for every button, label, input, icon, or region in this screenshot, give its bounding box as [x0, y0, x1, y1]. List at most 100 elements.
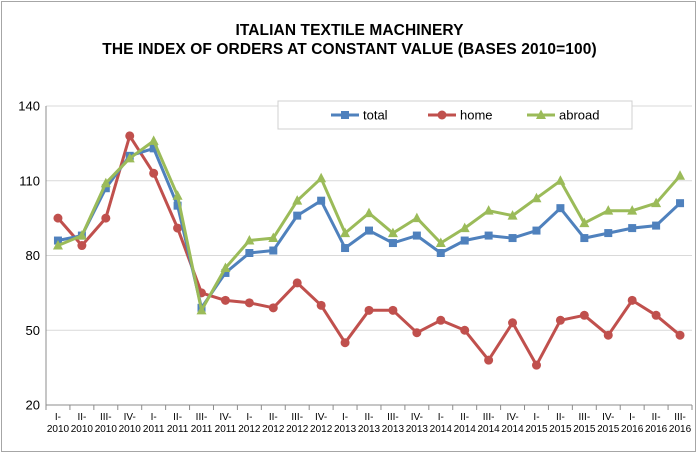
data-point-total	[293, 211, 302, 220]
data-point-total	[388, 239, 397, 248]
x-tick-label-year: 2013	[334, 424, 357, 435]
x-tick-label-year: 2011	[215, 424, 237, 435]
data-point-home	[484, 355, 494, 365]
data-point-total	[436, 249, 445, 258]
data-point-total	[245, 249, 254, 258]
data-point-home	[651, 310, 661, 320]
data-point-home	[125, 131, 135, 141]
data-point-home	[268, 303, 278, 313]
data-point-home	[627, 295, 637, 305]
x-tick-label-quarter: III-	[674, 412, 686, 423]
x-tick-label-year: 2014	[430, 424, 453, 435]
x-tick-label-quarter: IV-	[602, 412, 614, 423]
data-point-abroad	[531, 192, 542, 203]
data-point-total	[173, 201, 182, 210]
data-point-abroad	[364, 207, 374, 218]
chart-subtitle: THE INDEX OF ORDERS AT CONSTANT VALUE (B…	[102, 41, 597, 58]
x-tick-label-year: 2016	[621, 424, 644, 435]
x-tick-label-quarter: IV-	[506, 412, 518, 423]
x-tick-label-year: 2014	[478, 424, 501, 435]
data-point-abroad	[340, 227, 351, 238]
x-tick-label-year: 2010	[71, 424, 94, 435]
data-point-total	[628, 224, 637, 233]
data-point-abroad	[316, 172, 327, 183]
data-point-abroad	[196, 304, 207, 315]
x-tick-label-quarter: IV-	[411, 412, 423, 423]
chart-title: ITALIAN TEXTILE MACHINERY	[235, 22, 464, 39]
data-point-abroad	[220, 262, 231, 272]
x-tick-label-quarter: IV-	[219, 412, 231, 423]
x-tick-label-quarter: III-	[483, 412, 495, 423]
data-point-abroad	[627, 205, 638, 215]
data-point-total	[532, 226, 541, 235]
data-point-home	[603, 330, 613, 340]
y-tick-label-140: 140	[18, 99, 40, 114]
x-tick-label-year: 2012	[286, 424, 309, 435]
legend-marker-abroad	[536, 109, 546, 119]
x-tick-label-year: 2010	[95, 424, 118, 435]
data-point-home	[292, 278, 302, 288]
data-point-home	[555, 315, 565, 325]
x-tick-label-year: 2013	[382, 424, 405, 435]
x-tick-label-year: 2011	[143, 424, 165, 435]
x-tick-label-quarter: II-	[460, 412, 469, 423]
data-point-total	[556, 204, 565, 213]
x-tick-label-quarter: II-	[173, 412, 182, 423]
data-point-abroad	[483, 205, 494, 215]
x-tick-label-year: 2015	[525, 424, 548, 435]
data-point-home	[460, 325, 470, 335]
x-tick-label-year: 2013	[358, 424, 381, 435]
x-tick-label-year: 2013	[406, 424, 429, 435]
data-point-total	[484, 231, 493, 240]
data-point-abroad	[435, 237, 446, 248]
x-tick-label-year: 2012	[238, 424, 261, 435]
data-point-abroad	[268, 232, 279, 243]
data-point-abroad	[579, 217, 590, 228]
data-point-abroad	[172, 190, 183, 200]
data-point-abroad	[675, 170, 686, 180]
x-tick-label-year: 2012	[310, 424, 333, 435]
data-point-abroad	[52, 240, 63, 250]
x-tick-label-year: 2014	[501, 424, 524, 435]
x-tick-label-year: 2011	[191, 424, 213, 435]
legend-label-total: total	[363, 108, 388, 123]
data-point-total	[652, 221, 661, 230]
x-tick-label-quarter: I-	[342, 412, 348, 423]
data-point-home	[173, 223, 183, 233]
y-tick-label-20: 20	[26, 398, 40, 413]
x-tick-label-quarter: III-	[578, 412, 590, 423]
x-tick-label-quarter: II-	[77, 412, 86, 423]
x-tick-label-year: 2015	[573, 424, 596, 435]
data-point-total	[101, 184, 110, 193]
data-point-abroad	[387, 227, 398, 238]
data-point-total	[676, 199, 685, 208]
legend-label-abroad: abroad	[559, 108, 599, 123]
data-point-abroad	[100, 177, 111, 188]
data-point-abroad	[124, 152, 135, 163]
x-tick-label-quarter: I-	[246, 412, 252, 423]
data-point-abroad	[148, 135, 159, 145]
data-point-home	[579, 310, 589, 320]
data-point-home	[53, 213, 63, 223]
x-tick-label-quarter: II-	[365, 412, 374, 423]
data-point-abroad	[651, 197, 662, 208]
data-point-abroad	[411, 212, 422, 223]
data-point-home	[316, 300, 326, 310]
x-tick-label-quarter: IV-	[124, 412, 136, 423]
data-point-total	[341, 244, 350, 253]
data-point-total	[460, 236, 469, 245]
x-tick-label-quarter: IV-	[315, 412, 327, 423]
data-point-home	[364, 305, 374, 315]
data-point-home	[340, 338, 350, 348]
data-point-home	[412, 328, 422, 338]
data-point-home	[508, 318, 518, 328]
x-tick-label-quarter: I-	[533, 412, 539, 423]
x-tick-label-quarter: III-	[196, 412, 208, 423]
data-point-home	[531, 360, 541, 370]
data-point-abroad	[555, 175, 566, 185]
data-point-total	[580, 234, 589, 243]
y-tick-label-110: 110	[19, 173, 40, 188]
data-point-home	[436, 315, 446, 325]
legend-marker-total	[341, 111, 349, 119]
data-point-home	[101, 213, 111, 223]
